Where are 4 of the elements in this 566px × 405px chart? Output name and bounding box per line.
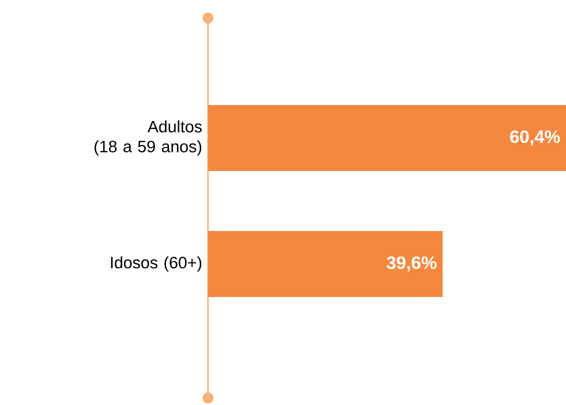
- data-label: 39,6%: [386, 256, 437, 272]
- y-tick-label: Adultos (18 a 59 anos): [94, 120, 202, 156]
- y-tick-label: Idosos (60+): [111, 256, 202, 272]
- data-label: 60,4%: [510, 130, 560, 146]
